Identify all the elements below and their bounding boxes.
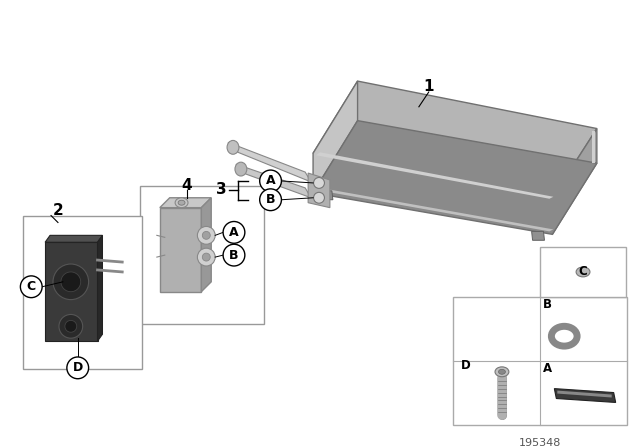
Polygon shape [313, 81, 358, 193]
Circle shape [197, 226, 215, 244]
Circle shape [223, 244, 245, 266]
Polygon shape [557, 391, 612, 397]
Polygon shape [532, 231, 545, 240]
Circle shape [314, 177, 324, 188]
Circle shape [67, 357, 88, 379]
Text: 195348: 195348 [518, 438, 561, 448]
Text: 2: 2 [52, 203, 63, 218]
Text: 4: 4 [181, 178, 192, 194]
Ellipse shape [227, 140, 239, 154]
Ellipse shape [495, 367, 509, 377]
Circle shape [61, 272, 81, 292]
Circle shape [202, 253, 210, 261]
Ellipse shape [175, 198, 188, 208]
Bar [454, 297, 627, 425]
Polygon shape [45, 235, 102, 242]
Text: C: C [27, 280, 36, 293]
Polygon shape [160, 208, 202, 292]
Bar [140, 186, 264, 324]
Polygon shape [202, 198, 211, 292]
Text: C: C [579, 265, 588, 278]
Circle shape [260, 189, 282, 211]
Text: B: B [543, 298, 552, 311]
Polygon shape [554, 388, 616, 402]
Text: B: B [229, 249, 239, 262]
Text: B: B [266, 193, 275, 206]
Text: A: A [543, 362, 552, 375]
Polygon shape [45, 242, 97, 341]
Polygon shape [592, 130, 595, 163]
Text: D: D [461, 359, 470, 372]
Text: 1: 1 [424, 78, 434, 94]
Polygon shape [236, 164, 311, 198]
Circle shape [260, 170, 282, 192]
Circle shape [59, 314, 83, 338]
Circle shape [202, 231, 210, 239]
Circle shape [20, 276, 42, 297]
Polygon shape [316, 188, 554, 231]
Text: D: D [72, 362, 83, 375]
Bar [23, 215, 142, 369]
Polygon shape [552, 129, 597, 234]
Polygon shape [313, 81, 597, 198]
Circle shape [197, 248, 215, 266]
Polygon shape [160, 198, 211, 208]
Polygon shape [228, 142, 311, 182]
Circle shape [53, 264, 88, 300]
Circle shape [314, 192, 324, 203]
Polygon shape [97, 235, 102, 341]
Bar [540, 247, 625, 297]
Polygon shape [316, 152, 554, 199]
Text: 3: 3 [216, 182, 227, 198]
Ellipse shape [499, 369, 506, 374]
Text: A: A [229, 226, 239, 239]
Polygon shape [320, 191, 333, 200]
Ellipse shape [576, 267, 590, 277]
Circle shape [65, 320, 77, 332]
Ellipse shape [178, 200, 185, 205]
Ellipse shape [235, 162, 247, 176]
Polygon shape [308, 173, 330, 208]
Text: A: A [266, 174, 275, 187]
Circle shape [223, 221, 245, 243]
Polygon shape [313, 121, 597, 234]
